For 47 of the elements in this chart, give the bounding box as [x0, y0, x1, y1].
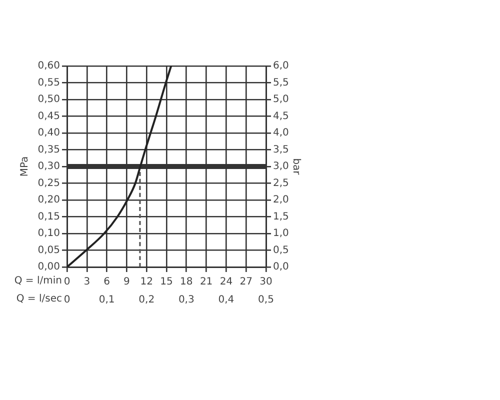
- x-axis-title: Q = l/min: [14, 276, 62, 287]
- x2-axis-title: Q = l/sec: [16, 294, 62, 305]
- x-tick-label: 12: [140, 276, 153, 288]
- y2-tick-label: 1,5: [273, 211, 289, 222]
- y2-tick-label: 5,0: [273, 94, 289, 106]
- x-tick-label: 0: [64, 276, 70, 288]
- y2-tick-label: 0,5: [273, 244, 289, 256]
- x2-tick-label: 0,2: [138, 294, 155, 306]
- y-tick-label: 0,55: [38, 77, 60, 88]
- x-tick-label: 24: [220, 276, 233, 288]
- y-tick-label: 0,10: [38, 228, 60, 240]
- y-tick-label: 0,45: [38, 110, 60, 122]
- y2-tick-label: 2,0: [273, 194, 289, 206]
- x2-tick-label: 0,5: [258, 294, 274, 306]
- y-tick-label: 0,35: [38, 144, 60, 156]
- x-tick-label: 27: [240, 276, 252, 288]
- y2-tick-label: 4,5: [273, 110, 289, 122]
- y2-tick-label: 1,0: [273, 228, 289, 240]
- y-tick-label: 0,60: [38, 60, 60, 72]
- x-tick-label: 15: [160, 276, 173, 288]
- y2-tick-label: 0,0: [273, 262, 289, 273]
- y2-tick-label: 3,0: [273, 161, 289, 172]
- y-tick-label: 0,00: [38, 262, 60, 273]
- x2-tick-label: 0,3: [178, 294, 194, 306]
- x2-tick-label: 0,4: [218, 294, 234, 306]
- y2-tick-label: 5,5: [273, 77, 289, 88]
- x-tick-label: 21: [200, 276, 213, 288]
- x-tick-label: 9: [124, 276, 130, 288]
- y-tick-label: 0,50: [38, 94, 60, 106]
- x2-tick-label: 0: [64, 294, 70, 306]
- x-tick-label: 6: [104, 276, 110, 288]
- y2-tick-label: 6,0: [273, 60, 289, 72]
- x-tick-label: 18: [180, 276, 193, 288]
- x-tick-label: 30: [260, 276, 272, 288]
- y-tick-label: 0,05: [38, 244, 60, 256]
- y-tick-label: 0,30: [38, 161, 60, 172]
- y-tick-label: 0,25: [38, 178, 60, 189]
- y2-tick-label: 3,5: [273, 144, 289, 156]
- y2-tick-label: 4,0: [273, 128, 289, 139]
- y2-tick-label: 2,5: [273, 178, 289, 189]
- y-tick-label: 0,40: [38, 128, 60, 139]
- y2-axis-title: bar: [290, 158, 302, 176]
- y-axis-title: MPa: [20, 156, 31, 177]
- y-tick-label: 0,20: [38, 194, 60, 206]
- x-tick-label: 3: [84, 276, 90, 288]
- y-tick-label: 0,15: [38, 211, 60, 222]
- x2-tick-label: 0,1: [98, 294, 115, 306]
